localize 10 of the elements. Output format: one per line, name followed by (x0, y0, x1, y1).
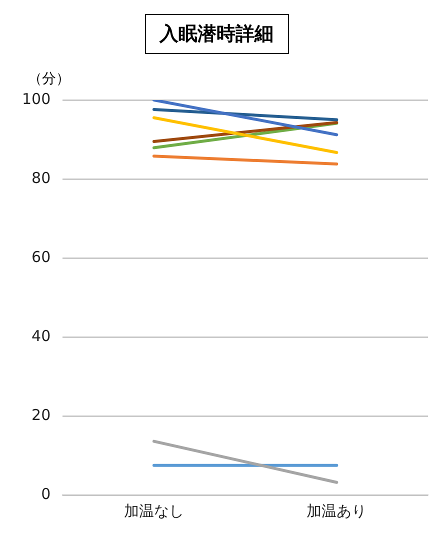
y-tick-label: 60 (32, 248, 51, 266)
y-axis-title: （分） (28, 70, 70, 88)
y-tick-label: 40 (32, 326, 51, 345)
y-tick-label: 80 (32, 168, 51, 187)
chart-title: 入眠潜時詳細 (144, 14, 288, 54)
y-tick-label: 100 (22, 90, 51, 108)
y-tick-label: 20 (32, 406, 51, 424)
x-tick-label: 加温あり (306, 502, 367, 520)
y-tick-label: 0 (41, 484, 51, 503)
x-tick-label: 加温なし (124, 502, 184, 520)
